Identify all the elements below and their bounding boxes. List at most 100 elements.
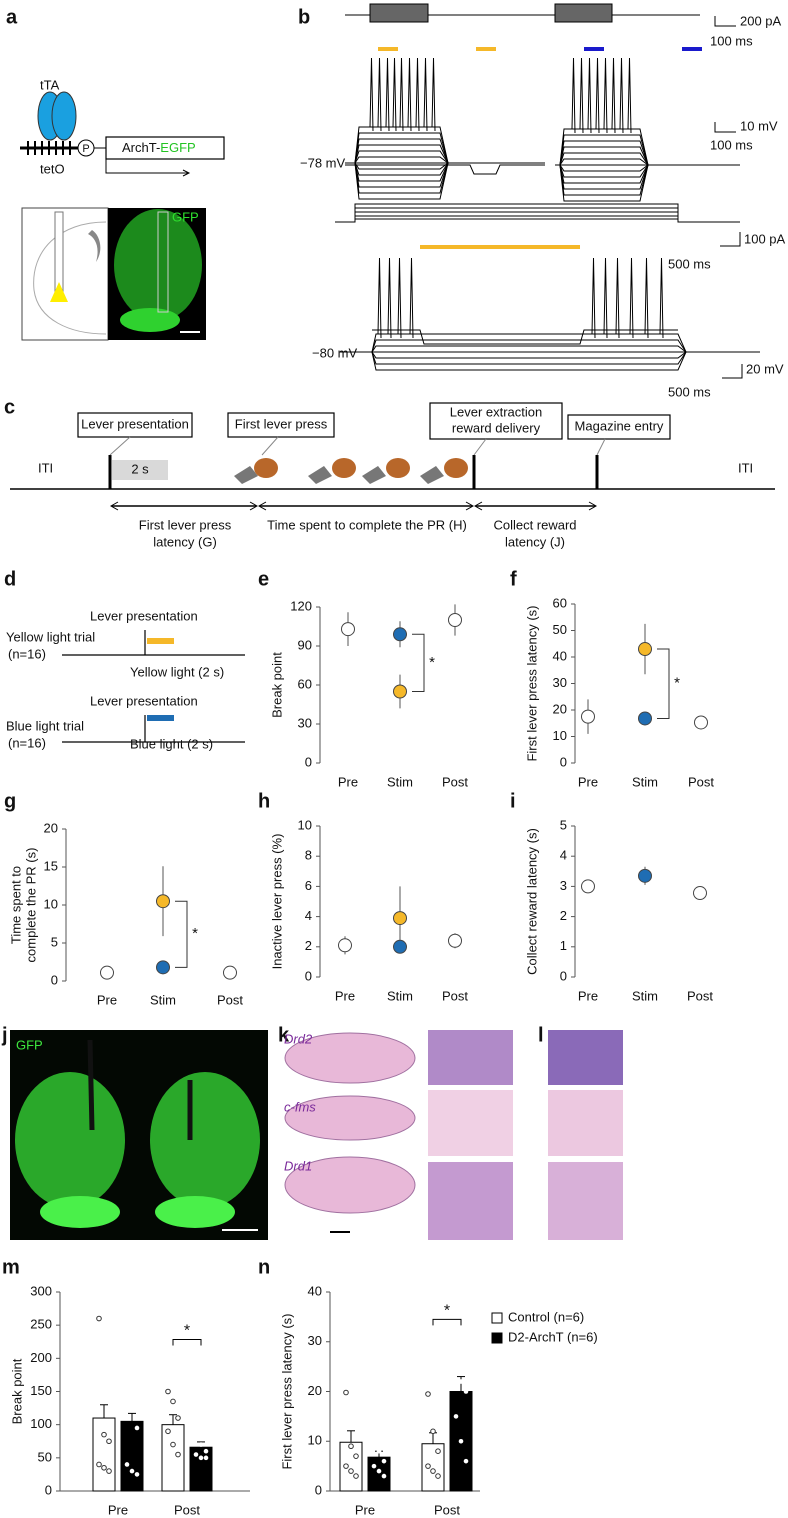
dot (223, 965, 237, 980)
point (458, 1438, 464, 1444)
point (453, 1327, 459, 1332)
spike (385, 57, 390, 132)
zoom-image (428, 1162, 513, 1240)
trace (340, 333, 760, 353)
x-tick-label: Post (687, 988, 713, 1003)
spike (629, 257, 634, 339)
trial-line (62, 715, 245, 743)
panel-c: ITI ITI 2 s Lever presentation First lev… (10, 402, 775, 549)
y-tick-label: 90 (298, 637, 312, 652)
scale-label: 20 mV (746, 361, 784, 376)
point (430, 1468, 436, 1474)
blue-light (682, 47, 702, 51)
spike (644, 257, 649, 339)
scale-label: 100 ms (710, 137, 753, 152)
y-tick-label: 100 (30, 1416, 52, 1431)
x-tick-label: Pre (578, 774, 598, 789)
y-tick-label: 30 (298, 715, 312, 730)
x-tick-label: Post (442, 774, 468, 789)
light-cone (50, 282, 68, 302)
potential-label: −80 mV (312, 345, 357, 360)
point (124, 1462, 130, 1467)
y-tick-label: 60 (553, 595, 567, 610)
event-box (77, 412, 193, 438)
y-axis-label: Inactive lever press (%) (269, 834, 284, 970)
spike (603, 257, 608, 339)
point (165, 1388, 171, 1395)
interval-label: First lever press (139, 517, 232, 532)
legend-label: D2-ArchT (n=6) (508, 1329, 598, 1344)
trace (372, 329, 678, 345)
fiber (54, 211, 64, 293)
legend-swatch (491, 1312, 503, 1324)
point (134, 1472, 140, 1477)
spike (407, 57, 412, 132)
point (453, 1414, 459, 1419)
construct-label: ArchT-EGFP (122, 140, 196, 155)
iti: ITI (38, 460, 53, 475)
panel-letter: e (258, 568, 269, 590)
legend-swatch (491, 1332, 503, 1344)
duration: 2 s (131, 461, 149, 476)
y-axis-label: Collect reward latency (s) (524, 828, 539, 975)
yellow-light (378, 47, 398, 51)
point (124, 1339, 130, 1345)
y-tick-label: 0 (560, 968, 567, 983)
event-marker (108, 455, 599, 489)
point (348, 1443, 354, 1450)
duration-bar (112, 460, 168, 480)
x-tick-label: Stim (632, 988, 658, 1003)
label: Lever presentation (90, 693, 198, 708)
panel-letter: n (258, 1256, 270, 1278)
spike (591, 257, 596, 339)
y-tick-label: 30 (553, 675, 567, 690)
bracket (432, 1318, 462, 1326)
y-tick-label: 120 (290, 598, 312, 613)
dot (448, 613, 462, 627)
section (284, 1095, 416, 1141)
y-tick-label: 30 (308, 1333, 322, 1348)
significance: * (184, 1323, 190, 1340)
y-tick-label: 0 (51, 972, 58, 987)
y-tick-label: 0 (315, 1482, 322, 1497)
promoter-label: P (82, 143, 89, 155)
point (348, 1468, 354, 1474)
x-tick-label: Post (174, 1502, 200, 1517)
panel-letter: h (258, 790, 270, 812)
y-tick-label: 2 (305, 938, 312, 953)
point (381, 1458, 387, 1464)
event-box (567, 414, 671, 440)
mice (234, 458, 468, 484)
y-tick-label: 40 (553, 648, 567, 663)
scale-bar (722, 364, 743, 379)
gfp-signal (155, 1196, 235, 1228)
point (193, 1452, 199, 1457)
y-tick-label: 1 (560, 938, 567, 953)
y-tick-label: 3 (560, 878, 567, 893)
significance: * (192, 925, 198, 942)
label: Lever presentation (90, 608, 198, 623)
x-tick-label: Pre (335, 988, 355, 1003)
x-tick-label: Stim (387, 988, 413, 1003)
scale-label: 100 ms (710, 33, 753, 48)
spike (415, 57, 420, 132)
gene-label: c-fms (284, 1099, 316, 1114)
x-tick-label: Pre (108, 1502, 128, 1517)
bar (367, 1456, 391, 1492)
dot (448, 933, 462, 948)
potential-label: −78 mV (300, 155, 345, 170)
y-tick-label: 0 (305, 754, 312, 769)
fiber-track (157, 211, 169, 313)
y-axis-label: Break point (269, 652, 284, 718)
scale-bar (720, 232, 741, 247)
y-tick-label: 0 (560, 754, 567, 769)
y-axis-label: Break point (9, 1358, 24, 1424)
spike (392, 57, 397, 132)
panel-k: Drd2 c-fms Drd1 (284, 1030, 623, 1240)
zoom-image (428, 1090, 513, 1156)
zoom-image (548, 1030, 623, 1085)
interval-label: Collect reward (493, 517, 576, 532)
point (203, 1455, 209, 1461)
construct-prefix: ArchT- (122, 140, 160, 155)
yellow-light (147, 638, 174, 644)
